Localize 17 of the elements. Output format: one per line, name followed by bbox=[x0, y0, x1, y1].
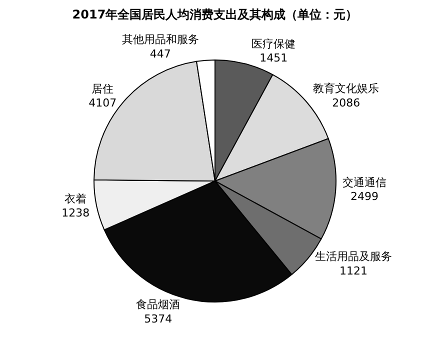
data-label: 4107 bbox=[88, 96, 117, 110]
data-label: 2086 bbox=[332, 96, 360, 110]
data-label: 5374 bbox=[144, 312, 172, 326]
data-label: 1451 bbox=[260, 52, 288, 65]
slice-label: 医疗保健 bbox=[252, 37, 296, 50]
slice-label: 衣着 bbox=[64, 192, 87, 206]
slice-label: 居住 bbox=[92, 82, 114, 96]
slice-label: 其他用品和服务 bbox=[122, 33, 199, 46]
data-label: 2499 bbox=[350, 190, 379, 204]
slice-label: 食品烟酒 bbox=[136, 298, 180, 311]
slice-label: 教育文化娱乐 bbox=[313, 82, 380, 96]
data-label: 447 bbox=[150, 47, 171, 60]
data-label: 1238 bbox=[62, 206, 90, 220]
slice-label: 生活用品及服务 bbox=[315, 250, 392, 264]
data-label: 1121 bbox=[340, 264, 368, 278]
chart-title: 2017年全国居民人均消费支出及其构成（单位：元） bbox=[72, 8, 358, 22]
slice-label: 交通通信 bbox=[342, 176, 387, 189]
